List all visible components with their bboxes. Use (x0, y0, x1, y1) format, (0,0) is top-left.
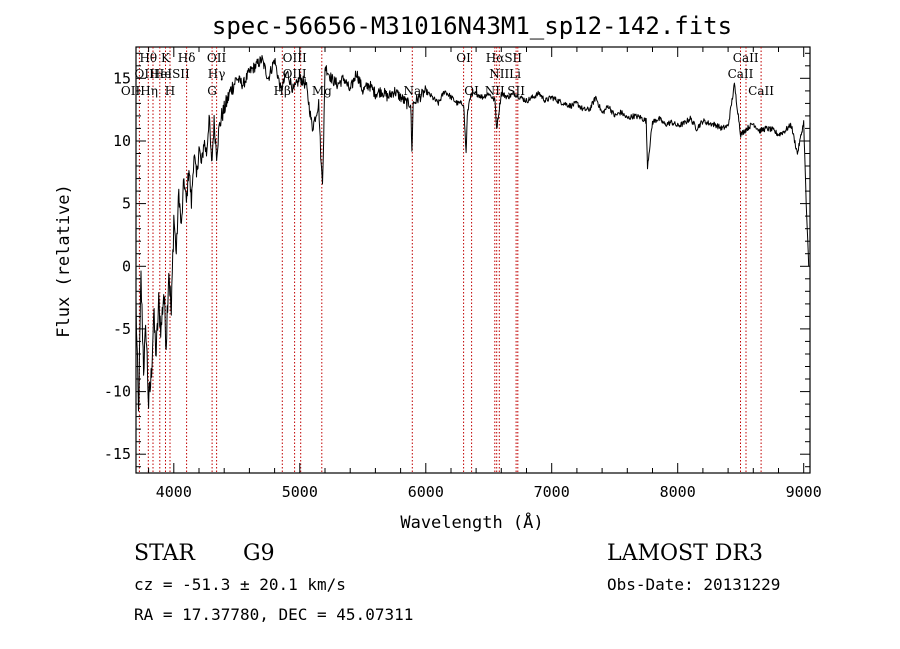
chart-title: spec-56656-M31016N43M1_sp12-142.fits (212, 12, 732, 40)
y-axis: -15 -10 -5 0 5 10 15 (104, 52, 810, 468)
x-tick-label: 7000 (534, 483, 570, 501)
line-label: HeISII (150, 67, 190, 81)
flux-series (135, 55, 810, 412)
x-tick-label: 4000 (156, 483, 192, 501)
line-label: CaII (733, 51, 759, 65)
flux-line (135, 55, 810, 412)
x-tick-label: 9000 (786, 483, 822, 501)
line-label: Hθ (139, 51, 157, 65)
line-label: CaII (748, 84, 774, 98)
observation-date: Obs-Date: 20131229 (607, 575, 781, 594)
survey-name: LAMOST DR3 (607, 541, 763, 566)
y-tick-label: -15 (104, 445, 131, 463)
x-axis-label: Wavelength (Å) (400, 511, 543, 533)
plot-frame (135, 46, 811, 474)
line-label: NII (489, 67, 509, 81)
line-label: CaII (728, 67, 754, 81)
y-tick-label: 5 (122, 195, 131, 213)
y-tick-label: 15 (113, 69, 131, 87)
line-label: Na (403, 84, 421, 98)
x-tick-label: 5000 (282, 483, 318, 501)
line-label: OII (207, 51, 227, 65)
line-label: OI (456, 51, 471, 65)
y-tick-label: 0 (122, 257, 131, 275)
redshift-cz: cz = -51.3 ± 20.1 km/s (134, 575, 346, 594)
y-axis-label: Flux (relative) (54, 184, 74, 338)
line-label: H (165, 84, 175, 98)
line-label: OI (464, 84, 479, 98)
line-label: Hγ (208, 67, 226, 81)
y-tick-label: -10 (104, 383, 131, 401)
x-axis: 4000 5000 6000 7000 8000 9000 (148, 47, 822, 501)
star-subclass: G9 (243, 541, 275, 566)
x-tick-label: 8000 (660, 483, 696, 501)
line-label: Li (509, 67, 521, 81)
line-label: OIIHe (135, 67, 172, 81)
line-label: K (161, 51, 171, 65)
ra-dec: RA = 17.37780, DEC = 45.07311 (134, 605, 414, 624)
star-class: STAR (134, 541, 195, 566)
y-tick-label: -5 (113, 320, 131, 338)
line-label: HαSII (486, 51, 523, 65)
line-label: Hδ (178, 51, 196, 65)
line-label: SII (507, 84, 525, 98)
y-tick-label: 10 (113, 132, 131, 150)
line-label: Mg (312, 84, 332, 98)
line-label: OIII (283, 51, 307, 65)
line-label: G (207, 84, 217, 98)
line-markers (138, 47, 762, 473)
x-tick-label: 6000 (408, 483, 444, 501)
